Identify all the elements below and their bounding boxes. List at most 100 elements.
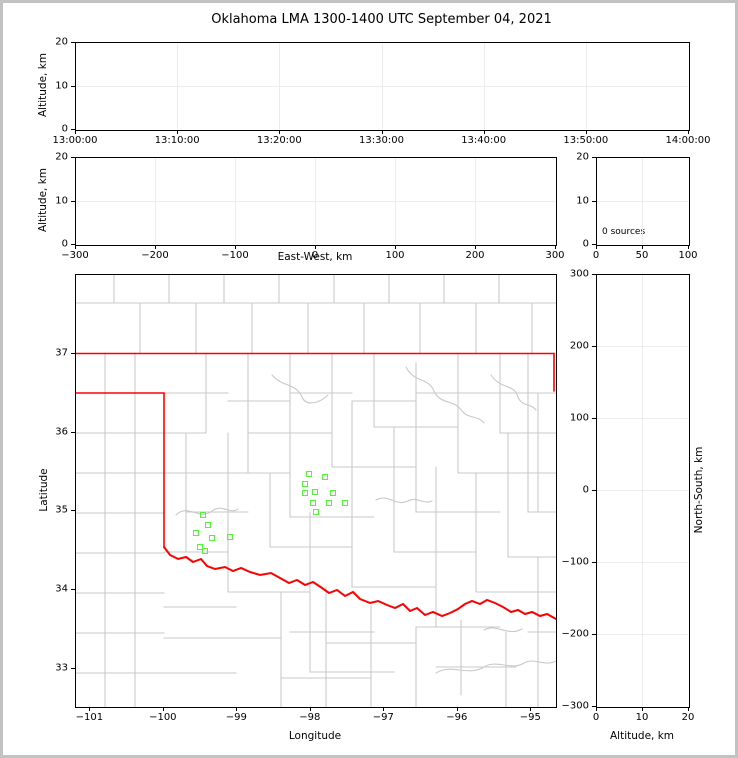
- page-title: Oklahoma LMA 1300-1400 UTC September 04,…: [211, 12, 552, 27]
- lightning-source-marker: [306, 471, 313, 478]
- y-gridline: [76, 200, 555, 202]
- y-tick-mark: [592, 274, 596, 275]
- x-tick-mark: [642, 245, 643, 249]
- x-tick-label: 0: [592, 250, 600, 261]
- lightning-source-marker: [226, 534, 233, 541]
- y-tick-label: 100: [569, 412, 589, 424]
- y-tick-label: 33: [55, 662, 68, 674]
- x-tick-mark: [235, 245, 236, 249]
- y-tick-label: 20: [55, 151, 68, 163]
- lightning-source-marker: [309, 499, 316, 506]
- map-y-axis-label: Latitude: [38, 468, 50, 512]
- x-tick-mark: [89, 707, 91, 711]
- alt-ew-y-axis-label: Altitude, km: [37, 167, 49, 233]
- x-tick-label: 50: [635, 250, 649, 261]
- x-tick-mark: [596, 707, 597, 711]
- oklahoma-map-graphic: [76, 275, 556, 707]
- y-gridline: [597, 634, 688, 635]
- county-lines: [76, 275, 556, 707]
- x-tick-label: 13:00:00: [52, 135, 98, 146]
- x-tick-mark: [585, 130, 587, 134]
- y-gridline: [597, 200, 688, 202]
- x-tick-mark: [596, 245, 597, 249]
- x-tick-label: −95: [519, 712, 541, 723]
- x-tick-mark: [75, 245, 76, 249]
- lightning-source-marker: [202, 547, 209, 554]
- x-tick-label: 13:40:00: [461, 135, 507, 146]
- x-tick-mark: [555, 245, 556, 249]
- y-gridline: [597, 490, 688, 491]
- y-tick-mark: [71, 85, 75, 87]
- red-river-border-line: [163, 546, 556, 620]
- y-gridline: [76, 85, 688, 87]
- y-tick-mark: [71, 431, 75, 433]
- lightning-source-marker: [301, 490, 308, 497]
- x-tick-label: 0: [592, 712, 600, 723]
- x-tick-label: −100: [149, 712, 177, 723]
- lightning-source-marker: [325, 499, 332, 506]
- y-tick-label: 10: [55, 195, 68, 206]
- y-tick-mark: [71, 129, 75, 130]
- x-tick-label: −200: [141, 250, 169, 261]
- y-tick-label: 0: [582, 484, 589, 496]
- y-tick-label: 35: [55, 504, 68, 516]
- x-tick-mark: [383, 707, 385, 711]
- y-tick-mark: [592, 346, 596, 347]
- x-tick-mark: [456, 707, 458, 711]
- y-tick-mark: [71, 589, 75, 591]
- x-tick-mark: [381, 130, 383, 134]
- y-tick-mark: [592, 418, 596, 419]
- x-tick-label: −98: [299, 712, 321, 723]
- y-tick-mark: [71, 668, 75, 670]
- lightning-source-marker: [311, 489, 318, 496]
- lightning-source-marker: [196, 543, 203, 550]
- x-tick-mark: [688, 245, 689, 249]
- x-tick-mark: [75, 130, 76, 134]
- panel-altitude-vs-time: [75, 42, 690, 131]
- y-gridline: [597, 346, 688, 347]
- lightning-source-marker: [321, 473, 328, 480]
- y-tick-mark: [71, 157, 75, 158]
- y-tick-label: 37: [55, 347, 68, 359]
- y-tick-mark: [592, 706, 596, 707]
- x-tick-mark: [530, 707, 532, 711]
- x-tick-label: 100: [385, 250, 405, 261]
- y-tick-mark: [592, 244, 596, 245]
- x-tick-mark: [688, 130, 689, 134]
- state-border-lines: [76, 352, 556, 620]
- y-tick-label: 20: [576, 151, 589, 163]
- lightning-source-marker: [302, 481, 309, 488]
- lightning-source-marker: [205, 521, 212, 528]
- alt-time-y-axis-label: Altitude, km: [37, 52, 49, 118]
- lightning-source-marker: [330, 490, 337, 497]
- x-tick-label: 14:00:00: [665, 135, 711, 146]
- x-tick-mark: [688, 707, 689, 711]
- y-tick-mark: [592, 634, 596, 635]
- x-tick-mark: [642, 707, 643, 711]
- panel-altitude-vs-eastwest: [75, 157, 557, 246]
- y-tick-label: 200: [569, 340, 589, 352]
- y-tick-label: 10: [576, 195, 589, 206]
- panel-plan-view-map: [75, 274, 557, 708]
- x-tick-mark: [236, 707, 238, 711]
- alt-ew-x-axis-label: East-West, km: [277, 251, 353, 263]
- x-tick-label: 13:10:00: [154, 135, 200, 146]
- lightning-source-marker: [342, 499, 349, 506]
- x-tick-mark: [483, 130, 485, 134]
- map-x-axis-label: Longitude: [288, 730, 342, 742]
- y-tick-mark: [592, 200, 596, 202]
- y-tick-mark: [592, 490, 596, 491]
- y-tick-mark: [71, 42, 75, 43]
- y-gridline: [597, 562, 688, 563]
- x-tick-label: 13:30:00: [359, 135, 404, 146]
- source-count-annotation: 0 sources: [602, 227, 646, 237]
- ns-alt-y-axis-label: North-South, km: [693, 446, 705, 534]
- x-tick-label: −96: [446, 712, 468, 723]
- panel-source-histogram: [596, 157, 690, 246]
- x-tick-mark: [395, 245, 396, 249]
- x-tick-label: −300: [61, 250, 89, 261]
- x-tick-label: −100: [221, 250, 249, 261]
- y-tick-label: 34: [55, 583, 68, 595]
- x-tick-label: 13:50:00: [563, 135, 609, 146]
- x-tick-label: 20: [681, 712, 695, 723]
